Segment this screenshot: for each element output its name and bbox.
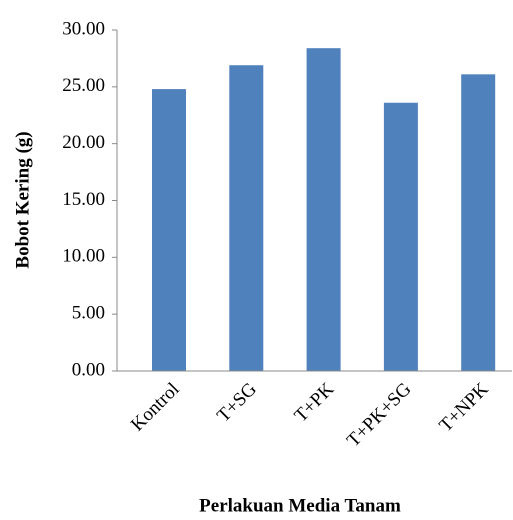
y-tick-label: 25.00 bbox=[62, 75, 105, 96]
y-tick-label: 5.00 bbox=[72, 303, 105, 324]
bar bbox=[306, 48, 341, 371]
y-tick-label: 20.00 bbox=[62, 132, 105, 153]
y-tick-label: 10.00 bbox=[62, 246, 105, 267]
x-tick-label: Kontrol bbox=[127, 379, 184, 436]
y-axis-title: Bobot Kering (g) bbox=[12, 131, 33, 268]
x-tick-label: T+PK bbox=[290, 379, 338, 427]
x-axis-title: Perlakuan Media Tanam bbox=[199, 495, 401, 516]
y-tick-label: 0.00 bbox=[72, 359, 105, 380]
bar bbox=[461, 74, 496, 371]
bar bbox=[152, 89, 186, 372]
x-tick-label: T+SG bbox=[213, 379, 261, 427]
x-tick-label: T+NPK bbox=[435, 379, 493, 437]
y-tick-label: 30.00 bbox=[62, 18, 105, 39]
x-tick-label: T+PK+SG bbox=[343, 379, 416, 452]
bar bbox=[383, 102, 418, 371]
bar bbox=[229, 65, 264, 371]
y-tick-label: 15.00 bbox=[62, 189, 105, 210]
